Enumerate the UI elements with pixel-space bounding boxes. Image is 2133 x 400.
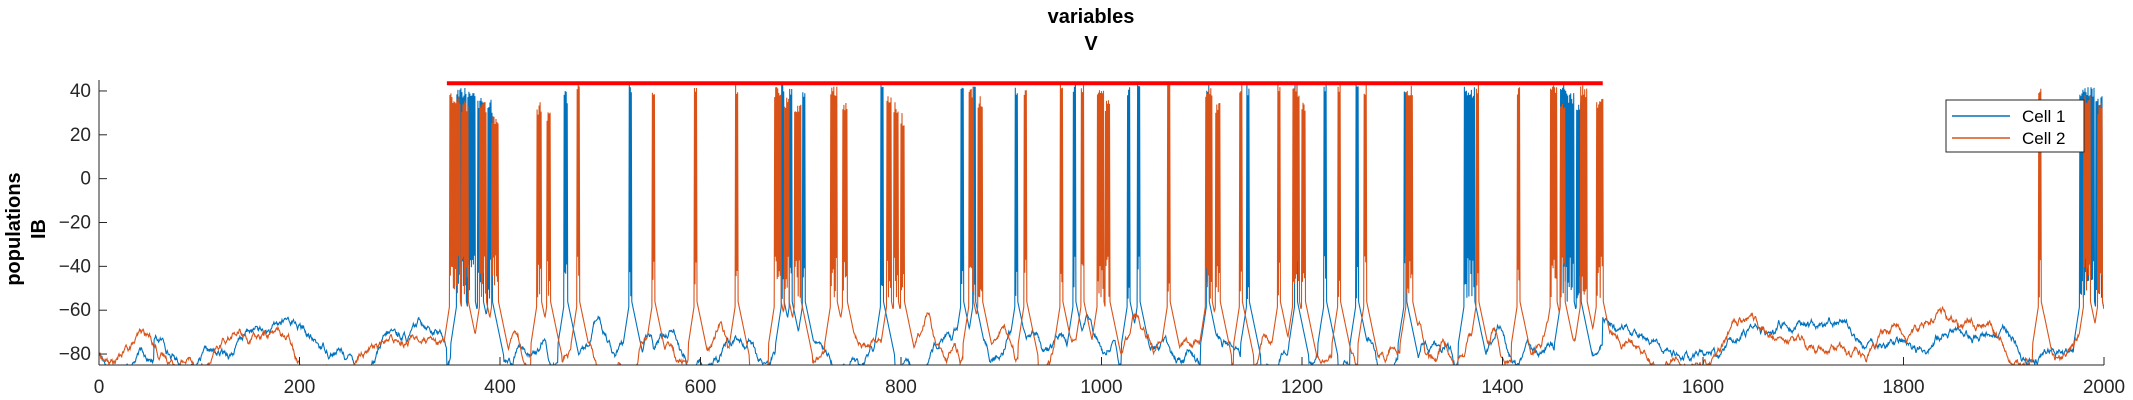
x-tick-label: 2000 [2083, 377, 2125, 398]
x-tick-label: 200 [284, 377, 316, 398]
x-tick-label: 600 [685, 377, 717, 398]
y-axis-label-line-2: IB [28, 219, 50, 239]
y-tick-label: −40 [59, 256, 91, 277]
x-tick-label: 800 [885, 377, 917, 398]
series-line-cell-2 [99, 82, 2104, 365]
x-tick-label: 1000 [1080, 377, 1122, 398]
x-tick-label: 1600 [1682, 377, 1724, 398]
chart-title-line-2: V [1084, 33, 1098, 55]
x-tick-label: 1200 [1281, 377, 1323, 398]
y-tick-label: −80 [59, 344, 91, 365]
x-tick-label: 1800 [1882, 377, 1924, 398]
series-line-cell-1 [99, 82, 2104, 365]
y-tick-label: 40 [70, 81, 91, 102]
x-tick-label: 0 [94, 377, 105, 398]
x-tick-label: 400 [484, 377, 516, 398]
legend-label: Cell 2 [2022, 129, 2065, 148]
y-tick-label: −20 [59, 213, 91, 234]
y-axis-label-line-1: populations [3, 172, 25, 285]
legend: Cell 1 Cell 2 [1945, 99, 2085, 153]
legend-label: Cell 1 [2022, 107, 2065, 126]
y-tick-label: 20 [70, 125, 91, 146]
y-tick-label: 0 [80, 169, 91, 190]
legend-box [1945, 99, 2085, 153]
axes: 0 200 400 600 800 1000 1200 1400 1600 1800 2000−80… [59, 80, 2125, 398]
chart-title-line-1: variables [1048, 6, 1135, 28]
plot-area [99, 81, 2104, 365]
y-tick-label: −60 [59, 300, 91, 321]
x-tick-label: 1400 [1481, 377, 1523, 398]
